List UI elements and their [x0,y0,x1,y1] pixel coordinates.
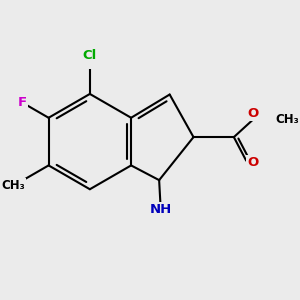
Text: O: O [247,156,259,170]
Text: CH₃: CH₃ [275,113,299,126]
Text: Cl: Cl [83,49,97,62]
Text: O: O [248,107,259,120]
Text: F: F [17,96,26,109]
Text: CH₃: CH₃ [1,179,25,192]
Text: NH: NH [150,203,172,216]
